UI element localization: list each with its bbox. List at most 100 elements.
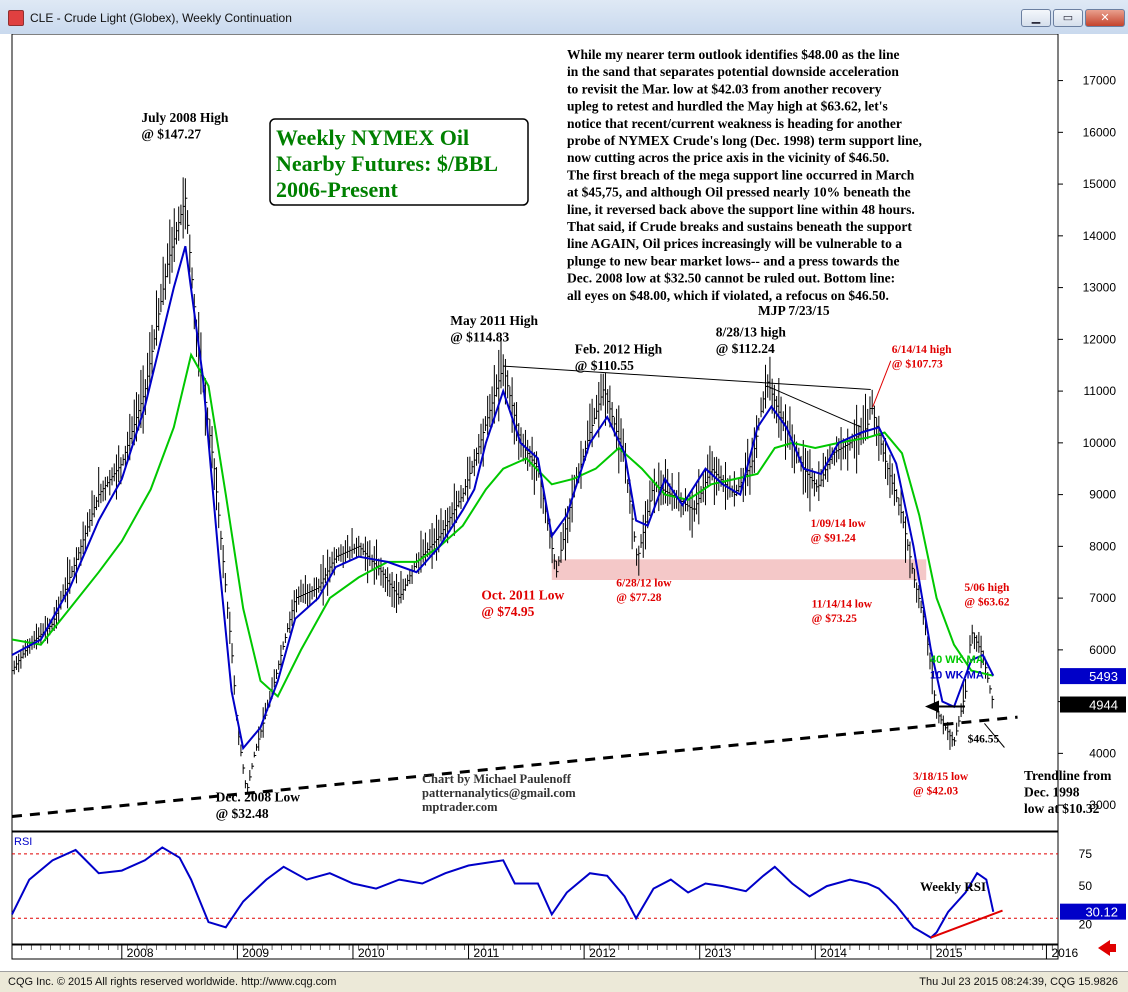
annotation-label: May 2011 High (450, 313, 538, 328)
timestamp-text: Thu Jul 23 2015 08:24:39, CQG 15.9826 (919, 976, 1118, 988)
annotation-label: @ $147.27 (141, 127, 201, 142)
legend-10wk: 10 WK MA (930, 669, 984, 681)
annotation-label: 8/28/13 high (716, 325, 787, 340)
ma-price-box (1060, 668, 1126, 685)
annotation-label: low at $10.32 (1024, 801, 1100, 816)
x-tick-label: 2012 (589, 946, 616, 960)
last-price-box (1060, 696, 1126, 713)
chart-title: Weekly NYMEX Oil (276, 125, 469, 150)
status-bar: CQG Inc. © 2015 All rights reserved worl… (0, 971, 1128, 992)
x-tick-label: 2010 (358, 946, 385, 960)
commentary-line: to revisit the Mar. low at $42.03 from a… (567, 81, 882, 96)
window-titlebar: CLE - Crude Light (Globex), Weekly Conti… (0, 0, 1128, 35)
y-tick-label: 11000 (1084, 384, 1117, 398)
ma40-line (11, 352, 994, 699)
decline-trendline (766, 385, 862, 428)
annotation-label: Dec. 2008 Low (216, 789, 301, 804)
arrow-head (925, 700, 939, 713)
annotation-label: 6/28/12 low (616, 577, 672, 589)
time-axis-frame (11, 944, 1059, 960)
annotation-label: Trendline from (1024, 768, 1112, 783)
annotation-pointer (872, 360, 892, 408)
annotation-label: @ $73.25 (812, 612, 857, 625)
annotation-label: 1/09/14 low (811, 518, 867, 530)
rsi-line (11, 846, 995, 939)
annotation-label: @ $42.03 (913, 784, 958, 797)
annotation-label: @ $114.83 (450, 330, 509, 345)
support-zone (551, 559, 927, 580)
scroll-left-icon (1098, 940, 1110, 956)
y-tick-label: 13000 (1083, 281, 1117, 295)
y-tick-label: 15000 (1083, 177, 1117, 191)
annotation-label: @ $112.24 (716, 341, 775, 356)
price-chart: 3000400050006000700080009000100001100012… (11, 33, 1126, 960)
close-button[interactable]: ✕ (1085, 9, 1125, 27)
annotation-label: @ $77.28 (616, 591, 661, 604)
y-tick-label: 12000 (1083, 332, 1117, 346)
commentary-line: notice that recent/current weakness is h… (567, 116, 902, 131)
commentary-line: line AGAIN, Oil prices increasingly will… (567, 236, 902, 251)
app-icon (8, 10, 24, 26)
annotation-label: 3/18/15 low (913, 771, 969, 783)
annotation-label: @ $74.95 (481, 604, 534, 619)
ma-price-label: 5493 (1089, 669, 1118, 684)
commentary-line: at $45,75, and although Oil pressed near… (567, 185, 911, 200)
rsi-label: RSI (14, 836, 32, 848)
commentary-signature: MJP 7/23/15 (758, 303, 830, 318)
chart-title: 2006-Present (276, 177, 398, 202)
commentary-line: That said, if Crude breaks and sustains … (567, 219, 912, 234)
y-tick-label: 7000 (1089, 591, 1116, 605)
annotation-label: Dec. 1998 (1024, 785, 1080, 800)
x-tick-label: 2011 (474, 946, 500, 960)
commentary-line: While my nearer term outlook identifies … (567, 47, 899, 62)
annotation-label: @ $32.48 (216, 806, 269, 821)
commentary-line: probe of NYMEX Crude's long (Dec. 1998) … (567, 133, 922, 148)
annotation-label: Feb. 2012 High (575, 341, 663, 356)
price-panel-frame (11, 33, 1059, 832)
y-tick-label: 8000 (1089, 539, 1116, 553)
credit-line: patternanalytics@gmail.com (422, 786, 576, 800)
commentary-line: plunge to new bear market lows-- and a p… (567, 253, 900, 268)
annotation-label: $46.55 (968, 732, 1000, 745)
scroll-left-icon-tail (1109, 944, 1116, 952)
resistance-trendline (503, 365, 871, 391)
y-tick-label: 10000 (1083, 436, 1117, 450)
minimize-button[interactable]: ▁ (1021, 9, 1051, 27)
annotation-label: @ $110.55 (575, 358, 634, 373)
x-tick-label: 2016 (1051, 946, 1078, 960)
credit-line: Chart by Michael Paulenoff (422, 772, 572, 786)
chart-area[interactable]: 3000400050006000700080009000100001100012… (0, 33, 1128, 971)
rsi-title: Weekly RSI (920, 879, 986, 894)
credit-line: mptrader.com (422, 800, 498, 814)
annotation-pointer (984, 723, 1005, 748)
x-tick-label: 2008 (127, 946, 154, 960)
window-title: CLE - Crude Light (Globex), Weekly Conti… (30, 11, 292, 25)
commentary-line: The first breach of the mega support lin… (567, 167, 915, 182)
rsi-value-box (1060, 903, 1126, 920)
maximize-button[interactable]: ▭ (1053, 9, 1083, 27)
commentary-line: line, it reversed back above the support… (567, 202, 915, 217)
last-price-label: 4944 (1089, 698, 1118, 713)
y-tick-label: 17000 (1083, 74, 1117, 88)
commentary-line: in the sand that separates potential dow… (567, 64, 899, 79)
annotation-label: @ $91.24 (811, 532, 856, 545)
long-term-trendline (11, 715, 1018, 819)
y-tick-label: 9000 (1089, 488, 1116, 502)
x-tick-label: 2013 (705, 946, 732, 960)
commentary-line: all eyes on $48.00, which if violated, a… (567, 288, 889, 303)
x-tick-label: 2015 (936, 946, 963, 960)
commentary-line: now cutting acros the price axis in the … (567, 150, 889, 165)
y-tick-label: 3000 (1089, 798, 1116, 812)
rsi-tick-label: 20 (1079, 918, 1093, 932)
annotation-label: 6/14/14 high (892, 344, 952, 356)
chart-title: Nearby Futures: $/BBL (276, 151, 498, 176)
copyright-text: CQG Inc. © 2015 All rights reserved worl… (8, 976, 337, 988)
y-tick-label: 16000 (1083, 125, 1117, 139)
rsi-tick-label: 75 (1079, 847, 1093, 861)
ma10-line (11, 245, 995, 751)
rsi-value-label: 30.12 (1085, 905, 1118, 920)
rsi-panel-frame (11, 831, 1059, 945)
commentary-line: Dec. 2008 low at $32.50 cannot be ruled … (567, 271, 895, 286)
rsi-divergence-line (930, 909, 1003, 939)
commentary-line: upleg to retest and hurdled the May high… (567, 99, 888, 114)
